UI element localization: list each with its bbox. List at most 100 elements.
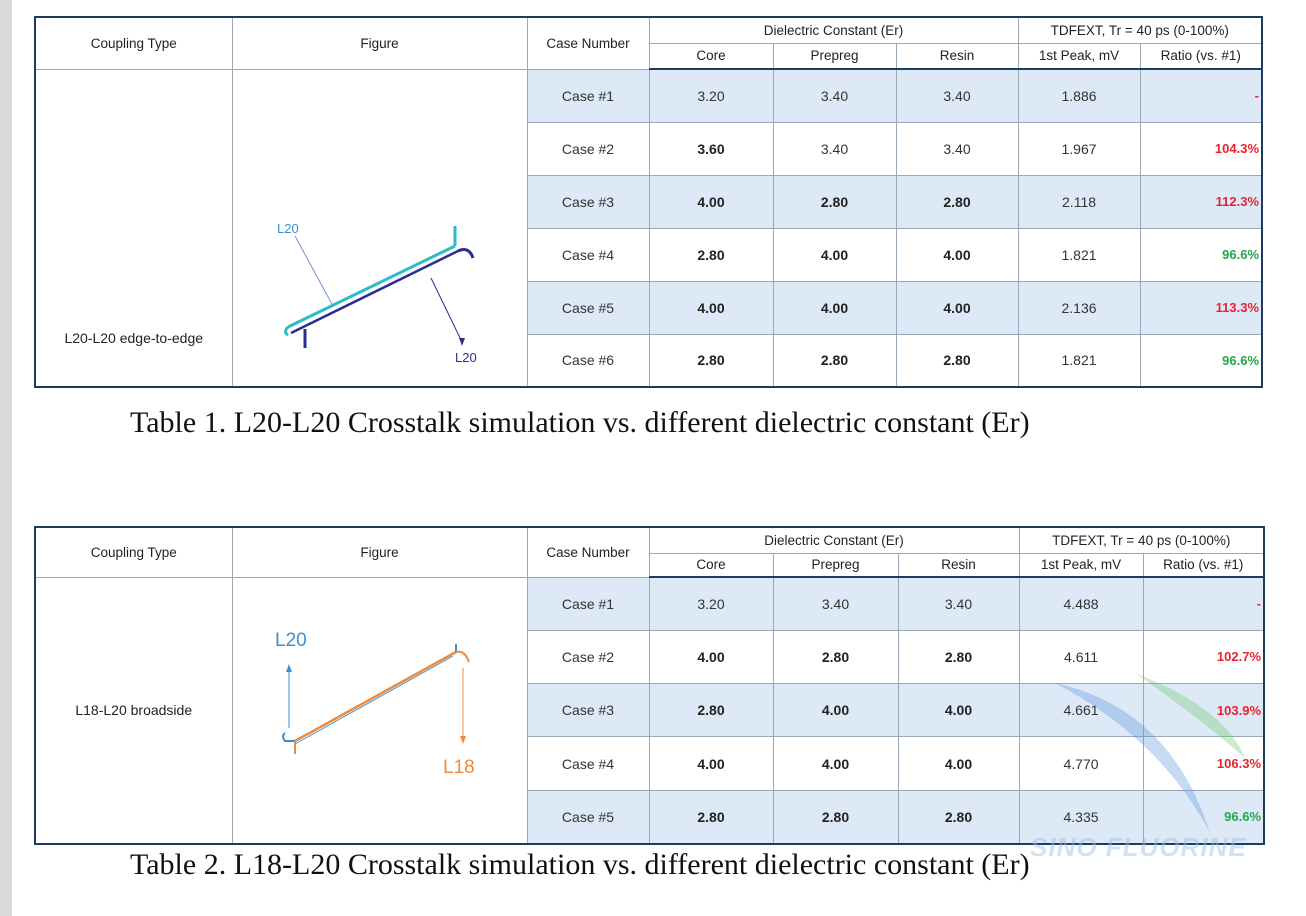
header-dielectric-constant: Dielectric Constant (Er) [648, 526, 1020, 554]
first-peak-cell: 4.611 [1018, 629, 1144, 685]
table-row: L18-L20 broadside L20 L18 Case #1 3.20 3.4… [34, 576, 1265, 844]
first-peak-cell: 4.335 [1018, 789, 1144, 845]
table-row: Case #2 4.00 2.80 2.80 4.611 102.7% [35, 629, 1265, 685]
header-figure: Figure [231, 526, 528, 578]
ratio-cell: 113.3% [1139, 280, 1263, 335]
table-row: Case #5 2.80 2.80 2.80 4.335 96.6% [35, 789, 1265, 845]
table-2-caption: Table 2. L18-L20 Crosstalk simulation vs… [130, 848, 1030, 881]
prepreg-cell: 3.40 [772, 576, 899, 631]
case-number-cell: Case #5 [526, 789, 650, 845]
watermark-logo-icon [1055, 673, 1245, 833]
first-peak-cell: 1.821 [1017, 227, 1141, 282]
core-cell: 4.00 [648, 280, 774, 335]
core-cell: 2.80 [648, 333, 774, 388]
case-number-cell: Case #3 [526, 174, 650, 229]
header-coupling-type: Coupling Type [34, 16, 233, 70]
header-dielectric-constant: Dielectric Constant (Er) [648, 16, 1019, 44]
header-core: Core [648, 42, 774, 70]
trace-l20 [294, 655, 454, 744]
arrow-down-icon [459, 338, 465, 347]
trace-l20-lower [290, 250, 459, 335]
table-row: L20-L20 edge-to-edge L20 L20 Case #1 3.20… [34, 68, 1263, 388]
table-row: Case #5 4.00 4.00 4.00 2.136 113.3% [35, 280, 1263, 335]
header-core: Core [648, 552, 774, 578]
prepreg-cell: 4.00 [772, 227, 897, 282]
header-coupling-type: Coupling Type [34, 526, 233, 578]
table-row: Case #4 2.80 4.00 4.00 1.821 96.6% [35, 227, 1263, 282]
header-prepreg: Prepreg [772, 42, 897, 70]
coupling-type-cell: L18-L20 broadside [34, 576, 233, 844]
core-cell: 4.00 [648, 736, 774, 791]
case-number-cell: Case #2 [526, 121, 650, 176]
first-peak-cell: 1.967 [1017, 121, 1141, 176]
case-number-cell: Case #1 [526, 576, 650, 631]
header-prepreg: Prepreg [772, 552, 899, 578]
prepreg-cell: 4.00 [772, 683, 899, 738]
ratio-cell: 96.6% [1139, 227, 1263, 282]
resin-cell: 4.00 [897, 683, 1020, 738]
table-row: Case #2 3.60 3.40 3.40 1.967 104.3% [35, 121, 1263, 176]
case-number-cell: Case #2 [526, 629, 650, 685]
case-number-cell: Case #6 [526, 333, 650, 388]
core-cell: 2.80 [648, 789, 774, 845]
core-cell: 4.00 [648, 174, 774, 229]
arrow-up-icon [286, 663, 292, 672]
coupling-figure-broadside: L20 L18 [275, 630, 475, 778]
ratio-cell: 106.3% [1142, 736, 1265, 791]
resin-cell: 4.00 [895, 280, 1019, 335]
trace-l20-upper [287, 244, 456, 329]
coupling-type-cell: L20-L20 edge-to-edge [34, 68, 233, 388]
resin-cell: 2.80 [897, 629, 1020, 685]
case-number-cell: Case #4 [526, 736, 650, 791]
header-tdfext: TDFEXT, Tr = 40 ps (0-100%) [1018, 526, 1265, 554]
figure-label-top: L20 [275, 630, 307, 651]
core-cell: 3.20 [648, 68, 774, 123]
core-cell: 4.00 [648, 629, 774, 685]
resin-cell: 2.80 [895, 174, 1019, 229]
ratio-cell: 102.7% [1142, 629, 1265, 685]
prepreg-cell: 4.00 [772, 736, 899, 791]
leader-line-bottom [430, 278, 463, 343]
crosstalk-table-1: Coupling Type Figure Case Number Dielect… [34, 16, 1264, 388]
core-cell: 2.80 [648, 683, 774, 738]
figure-cell: L20 L20 [231, 68, 528, 388]
prepreg-cell: 3.40 [772, 68, 897, 123]
prepreg-cell: 2.80 [772, 333, 897, 388]
resin-cell: 2.80 [897, 789, 1020, 845]
resin-cell: 4.00 [897, 736, 1020, 791]
ratio-cell: - [1142, 576, 1265, 631]
first-peak-cell: 4.488 [1018, 576, 1144, 631]
table-row: Case #3 2.80 4.00 4.00 4.661 103.9% [35, 683, 1265, 738]
prepreg-cell: 2.80 [772, 629, 899, 685]
page-left-edge [0, 0, 12, 916]
prepreg-cell: 2.80 [772, 789, 899, 845]
ratio-cell: 103.9% [1142, 683, 1265, 738]
ratio-cell: 96.6% [1142, 789, 1265, 845]
table-row: Case #6 2.80 2.80 2.80 1.821 96.6% [35, 333, 1263, 388]
header-tdfext: TDFEXT, Tr = 40 ps (0-100%) [1017, 16, 1263, 44]
header-ratio: Ratio (vs. #1) [1139, 42, 1263, 70]
case-number-cell: Case #5 [526, 280, 650, 335]
header-resin: Resin [895, 42, 1019, 70]
ratio-cell: 112.3% [1139, 174, 1263, 229]
prepreg-cell: 2.80 [772, 174, 897, 229]
table-row: Case #3 4.00 2.80 2.80 2.118 112.3% [35, 174, 1263, 229]
resin-cell: 2.80 [895, 333, 1019, 388]
arrow-down-icon [460, 735, 466, 744]
resin-cell: 3.40 [897, 576, 1020, 631]
case-number-cell: Case #1 [526, 68, 650, 123]
figure-label-top: L20 [277, 221, 299, 236]
first-peak-cell: 2.118 [1017, 174, 1141, 229]
first-peak-cell: 4.770 [1018, 736, 1144, 791]
figure-cell: L20 L18 [231, 576, 528, 844]
header-resin: Resin [897, 552, 1020, 578]
prepreg-cell: 4.00 [772, 280, 897, 335]
header-first-peak: 1st Peak, mV [1017, 42, 1141, 70]
ratio-cell: - [1139, 68, 1263, 123]
core-cell: 3.20 [648, 576, 774, 631]
first-peak-cell: 1.886 [1017, 68, 1141, 123]
case-number-cell: Case #3 [526, 683, 650, 738]
trace-l18 [294, 650, 457, 742]
resin-cell: 3.40 [895, 121, 1019, 176]
core-cell: 2.80 [648, 227, 774, 282]
